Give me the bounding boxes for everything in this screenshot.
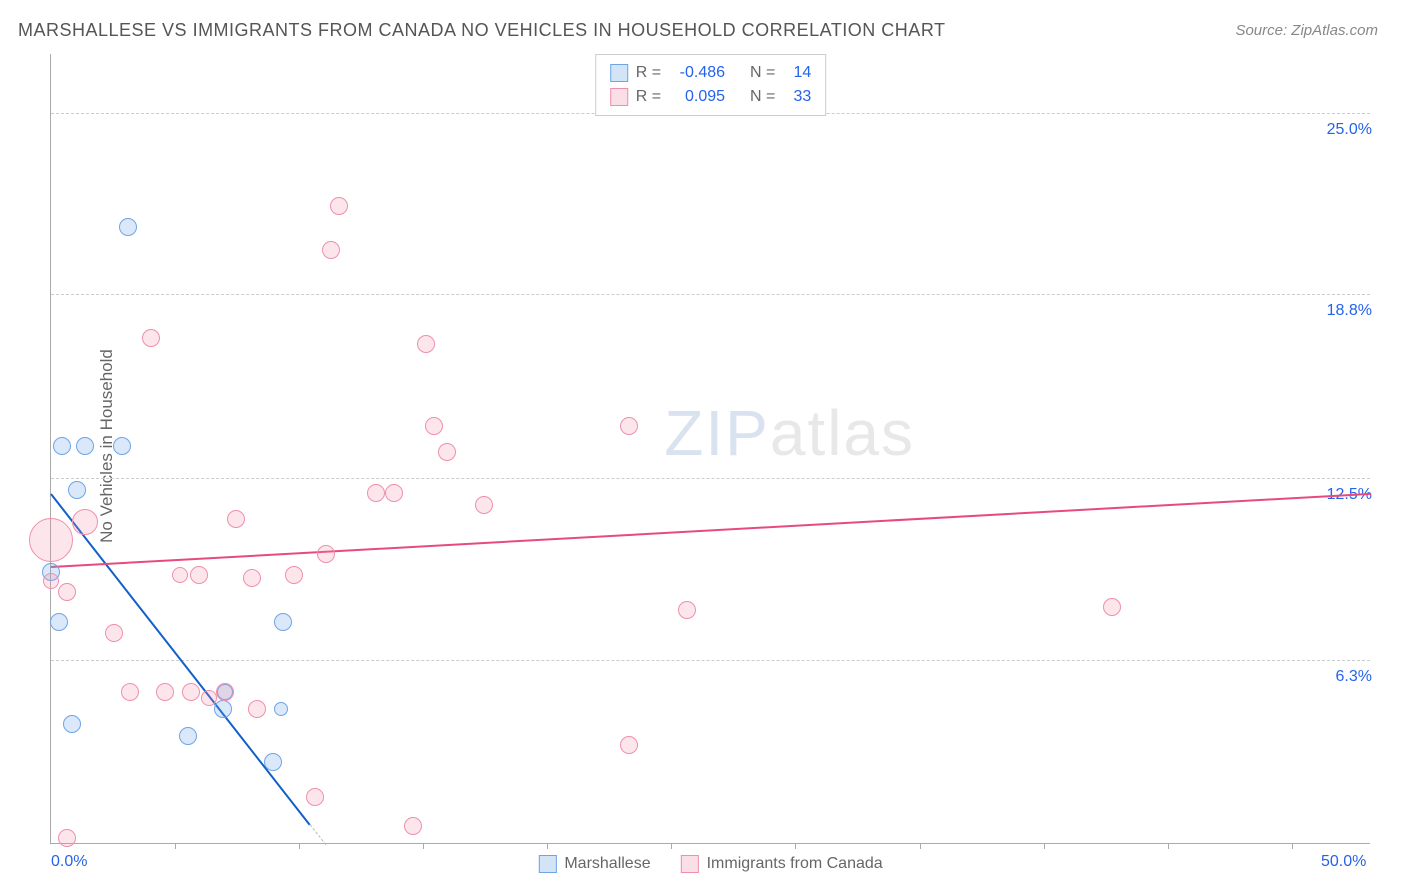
source-attribution: Source: ZipAtlas.com (1235, 22, 1378, 39)
chart-title: MARSHALLESE VS IMMIGRANTS FROM CANADA NO… (18, 20, 945, 41)
correlation-legend: R = -0.486 N = 14 R = 0.095 N = 33 (595, 54, 827, 116)
data-point (76, 437, 94, 455)
series-legend: Marshallese Immigrants from Canada (538, 855, 882, 873)
r-value: 0.095 (669, 85, 725, 109)
data-point (214, 700, 232, 718)
x-tick-mark (1044, 843, 1045, 849)
data-point (417, 335, 435, 353)
data-point (264, 753, 282, 771)
data-point (201, 690, 217, 706)
y-tick-label: 6.3% (1336, 668, 1372, 686)
n-label: N = (750, 61, 775, 85)
data-point (121, 683, 139, 701)
data-point (367, 484, 385, 502)
r-value: -0.486 (669, 61, 725, 85)
legend-swatch (681, 855, 699, 873)
data-point (53, 437, 71, 455)
data-point (172, 567, 188, 583)
data-point (274, 702, 288, 716)
data-point (438, 443, 456, 461)
series-legend-item: Immigrants from Canada (681, 855, 883, 873)
data-point (678, 601, 696, 619)
x-tick-mark (1292, 843, 1293, 849)
watermark: ZIPatlas (664, 396, 915, 470)
data-point (404, 817, 422, 835)
data-point (227, 510, 245, 528)
data-point (142, 329, 160, 347)
data-point (43, 573, 59, 589)
correlation-legend-row: R = -0.486 N = 14 (610, 61, 812, 85)
data-point (322, 241, 340, 259)
data-point (68, 481, 86, 499)
gridline-horizontal (51, 660, 1370, 661)
series-legend-label: Immigrants from Canada (707, 855, 883, 873)
data-point (72, 509, 98, 535)
x-tick-mark (547, 843, 548, 849)
data-point (274, 613, 292, 631)
series-legend-label: Marshallese (564, 855, 650, 873)
data-point (475, 496, 493, 514)
legend-swatch (538, 855, 556, 873)
data-point (216, 683, 234, 701)
data-point (425, 417, 443, 435)
data-point (58, 583, 76, 601)
data-point (1103, 598, 1121, 616)
n-value: 14 (783, 61, 811, 85)
n-value: 33 (783, 85, 811, 109)
data-point (385, 484, 403, 502)
data-point (248, 700, 266, 718)
x-tick-mark (299, 843, 300, 849)
series-legend-item: Marshallese (538, 855, 650, 873)
data-point (156, 683, 174, 701)
x-tick-mark (671, 843, 672, 849)
r-label: R = (636, 61, 661, 85)
gridline-horizontal (51, 478, 1370, 479)
data-point (63, 715, 81, 733)
data-point (620, 417, 638, 435)
data-point (190, 566, 208, 584)
r-label: R = (636, 85, 661, 109)
data-point (306, 788, 324, 806)
watermark-zip: ZIP (664, 397, 770, 469)
x-tick-label: 50.0% (1321, 853, 1366, 871)
regression-line (51, 493, 1371, 568)
data-point (29, 518, 73, 562)
regression-line-extrapolated (309, 824, 326, 845)
x-tick-mark (1168, 843, 1169, 849)
data-point (50, 613, 68, 631)
watermark-atlas: atlas (770, 397, 915, 469)
data-point (58, 829, 76, 847)
data-point (243, 569, 261, 587)
data-point (182, 683, 200, 701)
legend-swatch (610, 64, 628, 82)
x-tick-mark (423, 843, 424, 849)
data-point (179, 727, 197, 745)
x-tick-mark (175, 843, 176, 849)
data-point (285, 566, 303, 584)
x-tick-mark (920, 843, 921, 849)
data-point (105, 624, 123, 642)
data-point (113, 437, 131, 455)
x-tick-label: 0.0% (51, 853, 87, 871)
y-tick-label: 18.8% (1327, 302, 1372, 320)
data-point (620, 736, 638, 754)
n-label: N = (750, 85, 775, 109)
data-point (119, 218, 137, 236)
data-point (330, 197, 348, 215)
plot-area: ZIPatlas R =-0.486 N =14R =0.095 N =33 M… (50, 54, 1370, 844)
data-point (317, 545, 335, 563)
legend-swatch (610, 88, 628, 106)
y-tick-label: 25.0% (1327, 121, 1372, 139)
correlation-legend-row: R = 0.095 N = 33 (610, 85, 812, 109)
x-tick-mark (795, 843, 796, 849)
gridline-horizontal (51, 294, 1370, 295)
